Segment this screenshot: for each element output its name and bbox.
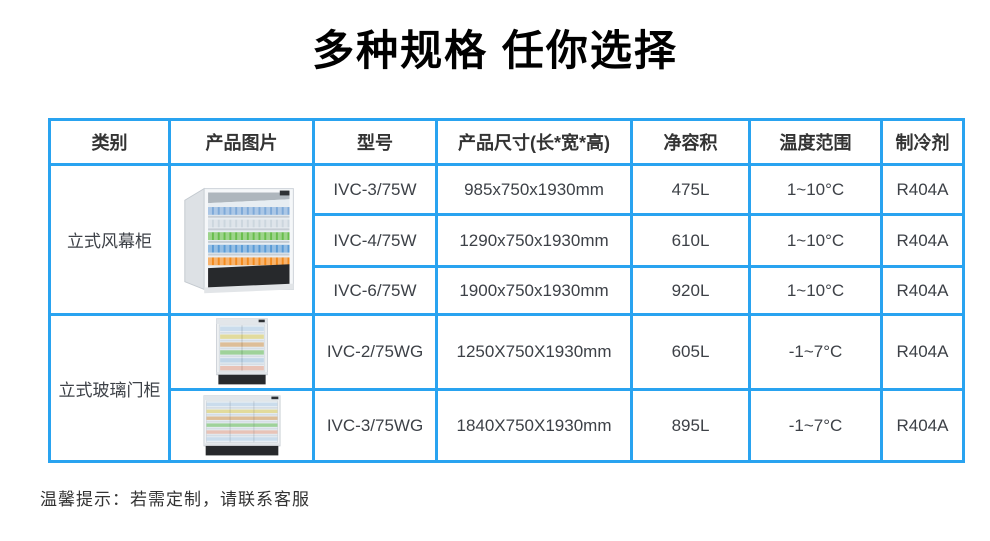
- model-cell: IVC-4/75W: [312, 213, 438, 268]
- footer-note: 温馨提示：若需定制，请联系客服: [40, 490, 310, 509]
- model-cell: IVC-3/75WG: [312, 388, 438, 463]
- temp-cell: -1~7°C: [748, 313, 883, 391]
- refrigerant-cell: R404A: [880, 213, 965, 268]
- volume-cell: 610L: [630, 213, 751, 268]
- volume-cell: 895L: [630, 388, 751, 463]
- product-image-cell: [168, 313, 315, 391]
- page-title: 多种规格 任你选择: [312, 27, 678, 74]
- table-row: IVC-4/75W 1290x750x1930mm 610L 1~10°C R4…: [50, 213, 965, 268]
- header-size: 产品尺寸(长*宽*高): [435, 118, 633, 166]
- header-category: 类别: [48, 118, 171, 166]
- size-cell: 1290x750x1930mm: [435, 213, 633, 268]
- glass-door-cabinet-3door-image: [203, 394, 280, 455]
- model-cell: IVC-6/75W: [312, 265, 438, 316]
- header-volume: 净容积: [630, 118, 751, 166]
- category-air-curtain: 立式风幕柜: [48, 163, 171, 316]
- size-cell: 1250X750X1930mm: [435, 313, 633, 391]
- size-cell: 985x750x1930mm: [435, 163, 633, 216]
- product-image-cell: [168, 388, 315, 463]
- spec-table: 类别 产品图片 型号 产品尺寸(长*宽*高) 净容积 温度范围 制冷剂 立式风幕…: [48, 118, 965, 463]
- product-image-cell: [168, 163, 315, 316]
- volume-cell: 920L: [630, 265, 751, 316]
- air-curtain-cabinet-image: [183, 187, 294, 293]
- header-refrigerant: 制冷剂: [880, 118, 965, 166]
- refrigerant-cell: R404A: [880, 265, 965, 316]
- refrigerant-cell: R404A: [880, 388, 965, 463]
- table-row: IVC-3/75WG 1840X750X1930mm 895L -1~7°C R…: [50, 388, 965, 463]
- volume-cell: 605L: [630, 313, 751, 391]
- table-row: IVC-6/75W 1900x750x1930mm 920L 1~10°C R4…: [50, 265, 965, 316]
- table-row: 立式玻璃门柜: [48, 313, 965, 463]
- temp-cell: 1~10°C: [748, 163, 883, 216]
- refrigerant-cell: R404A: [880, 313, 965, 391]
- table-header-row: 类别 产品图片 型号 产品尺寸(长*宽*高) 净容积 温度范围 制冷剂: [48, 118, 965, 166]
- header-model: 型号: [312, 118, 438, 166]
- volume-cell: 475L: [630, 163, 751, 216]
- refrigerant-cell: R404A: [880, 163, 965, 216]
- table-row: 立式风幕柜: [48, 163, 965, 316]
- header-product-image: 产品图片: [168, 118, 315, 166]
- category-glass-door: 立式玻璃门柜: [48, 313, 171, 463]
- model-cell: IVC-3/75W: [312, 163, 438, 216]
- temp-cell: 1~10°C: [748, 265, 883, 316]
- size-cell: 1900x750x1930mm: [435, 265, 633, 316]
- glass-door-cabinet-2door-image: [215, 318, 268, 385]
- temp-cell: 1~10°C: [748, 213, 883, 268]
- header-temp-range: 温度范围: [748, 118, 883, 166]
- size-cell: 1840X750X1930mm: [435, 388, 633, 463]
- temp-cell: -1~7°C: [748, 388, 883, 463]
- model-cell: IVC-2/75WG: [312, 313, 438, 391]
